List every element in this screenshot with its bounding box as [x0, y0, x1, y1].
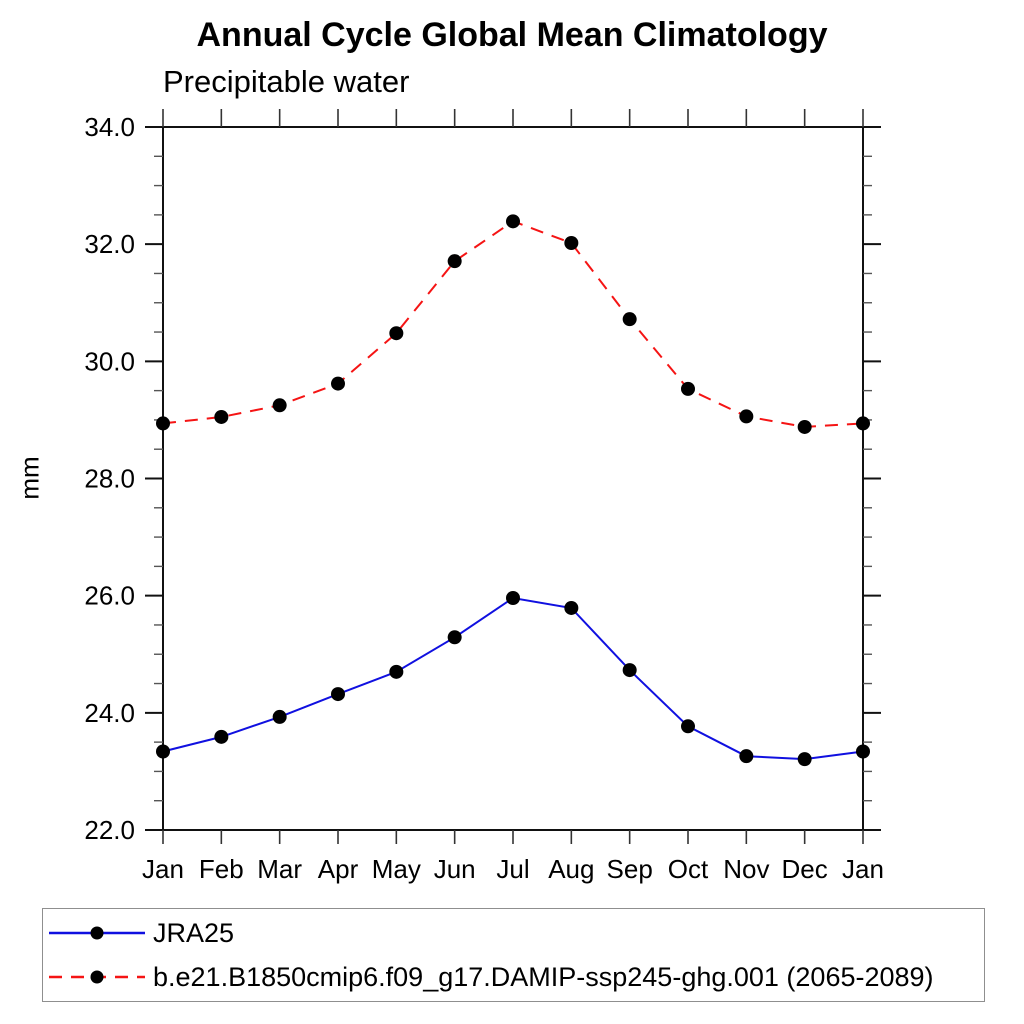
data-point-marker	[797, 752, 812, 767]
data-point-marker	[156, 744, 170, 759]
data-point-marker	[389, 664, 404, 679]
data-point-marker	[447, 254, 462, 269]
x-tick-label: Oct	[668, 854, 709, 884]
series-markers-0	[156, 591, 870, 767]
legend-marker-dot	[90, 926, 104, 940]
x-tick-label: Dec	[782, 854, 828, 884]
x-tick-label: Mar	[257, 854, 302, 884]
data-point-marker	[856, 416, 870, 431]
data-point-marker	[797, 419, 812, 434]
x-tick-label: Aug	[548, 854, 594, 884]
data-point-marker	[214, 409, 229, 424]
data-point-marker	[447, 630, 462, 645]
y-tick-label: 28.0	[84, 464, 135, 494]
x-tick-label: Jul	[496, 854, 529, 884]
series-markers-1	[156, 214, 870, 434]
legend-item: JRA25	[43, 913, 984, 953]
legend-line-marker-icon	[47, 924, 147, 942]
data-point-marker	[681, 719, 695, 734]
y-tick-labels: 22.0 24.0 26.0 28.0 30.0 32.0 34.0	[84, 112, 135, 845]
data-point-marker	[272, 398, 287, 413]
y-major-ticks	[145, 126, 881, 831]
chart-title: Annual Cycle Global Mean Climatology	[196, 16, 828, 54]
x-tick-label: Jan	[842, 854, 884, 884]
legend-marker-dot	[90, 970, 104, 984]
x-tick-label: Feb	[199, 854, 244, 884]
legend-item-label: JRA25	[153, 917, 235, 948]
y-tick-label: 32.0	[84, 229, 135, 259]
y-minor-ticks	[154, 155, 872, 802]
data-point-marker	[739, 749, 754, 764]
data-point-marker	[681, 381, 695, 396]
data-point-marker	[622, 663, 637, 678]
data-point-marker	[564, 600, 579, 615]
x-tick-label: May	[372, 854, 421, 884]
legend-item: b.e21.B1850cmip6.f09_g17.DAMIP-ssp245-gh…	[43, 957, 984, 997]
data-point-marker	[739, 409, 754, 424]
x-tick-label: Jun	[434, 854, 476, 884]
data-point-marker	[506, 591, 520, 606]
data-point-marker	[856, 744, 870, 759]
plot-frame	[162, 126, 864, 831]
legend: JRA25 b.e21.B1850cmip6.f09_g17.DAMIP-ssp…	[42, 908, 985, 1002]
data-point-marker	[331, 687, 345, 702]
data-point-marker	[272, 709, 287, 724]
data-point-marker	[156, 416, 170, 431]
x-tick-label: Apr	[318, 854, 359, 884]
data-point-marker	[622, 312, 637, 327]
data-point-marker	[564, 235, 579, 250]
y-tick-label: 24.0	[84, 698, 135, 728]
x-tick-label: Nov	[723, 854, 769, 884]
y-tick-label: 22.0	[84, 815, 135, 845]
series-line-1	[162, 220, 864, 428]
legend-item-label: b.e21.B1850cmip6.f09_g17.DAMIP-ssp245-gh…	[153, 961, 934, 992]
y-tick-label: 34.0	[84, 112, 135, 142]
data-point-marker	[389, 326, 404, 341]
x-month-ticks	[162, 109, 864, 844]
x-tick-labels: Jan Feb Mar Apr May Jun Jul Aug Sep Oct Nov Dec Jan	[142, 854, 884, 884]
x-tick-label: Sep	[607, 854, 653, 884]
series-line-0	[162, 596, 864, 761]
chart-subtitle: Precipitable water	[163, 64, 410, 99]
data-point-marker	[214, 729, 229, 744]
data-point-marker	[331, 376, 345, 391]
y-tick-label: 30.0	[84, 346, 135, 376]
x-tick-label: Jan	[142, 854, 184, 884]
y-tick-label: 26.0	[84, 581, 135, 611]
data-point-marker	[506, 214, 520, 229]
legend-line-marker-icon	[47, 968, 147, 986]
